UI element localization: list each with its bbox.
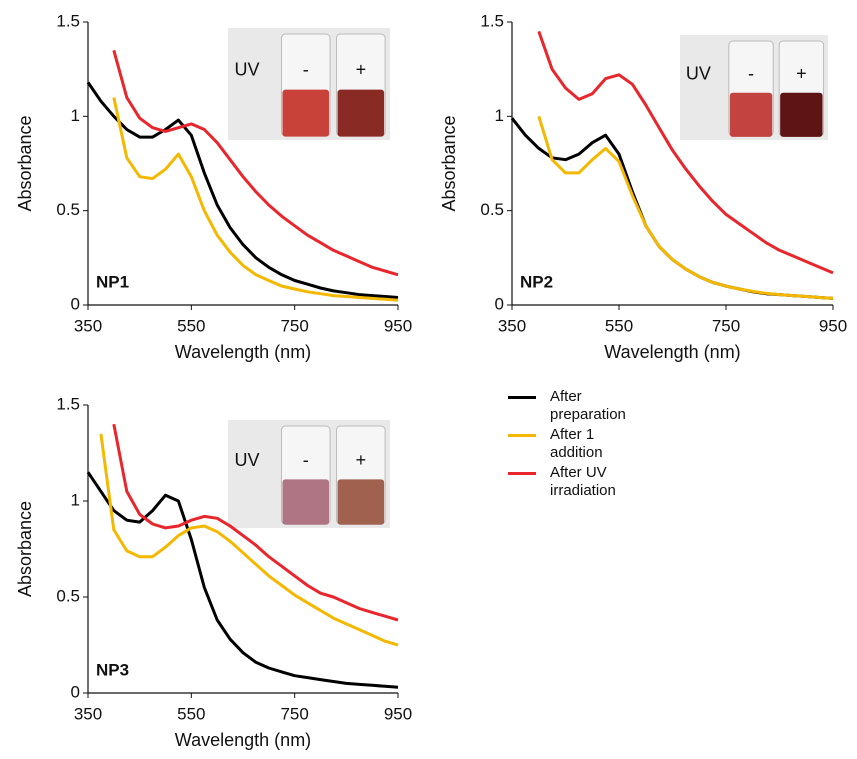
legend: After preparation After 1 addition After U… xyxy=(508,388,648,502)
x-tick-label: 750 xyxy=(712,316,740,335)
y-tick-label: 0.5 xyxy=(56,200,80,219)
inset-plus: + xyxy=(356,450,367,470)
x-tick-label: 750 xyxy=(280,316,308,335)
legend-swatch xyxy=(508,472,536,475)
y-axis-title: Absorbance xyxy=(439,115,459,211)
vial-liquid xyxy=(337,479,385,525)
series-line xyxy=(510,117,834,300)
x-axis-title: Wavelength (nm) xyxy=(175,730,311,750)
x-tick-label: 550 xyxy=(177,316,205,335)
y-tick-label: 0 xyxy=(495,294,504,313)
x-tick-label: 750 xyxy=(280,704,308,723)
x-tick-label: 550 xyxy=(605,316,633,335)
series-line xyxy=(86,81,399,299)
series-line xyxy=(537,30,834,275)
legend-swatch xyxy=(508,396,536,399)
series-line xyxy=(537,115,834,300)
x-tick-label: 950 xyxy=(819,316,847,335)
y-tick-label: 1 xyxy=(495,106,504,125)
x-tick-label: 350 xyxy=(74,704,102,723)
vial-liquid xyxy=(780,92,823,137)
x-tick-label: 350 xyxy=(498,316,526,335)
y-tick-label: 0 xyxy=(71,682,80,701)
x-tick-label: 350 xyxy=(74,316,102,335)
series-line xyxy=(112,97,399,302)
y-tick-label: 1 xyxy=(71,490,80,509)
x-tick-label: 950 xyxy=(384,704,412,723)
inset-minus: - xyxy=(303,450,309,470)
series-line xyxy=(112,423,399,622)
inset-uv: UV xyxy=(686,64,711,84)
inset-minus: - xyxy=(748,64,754,84)
y-tick-label: 0.5 xyxy=(480,200,504,219)
vial-liquid xyxy=(282,89,330,137)
y-tick-label: 0 xyxy=(71,294,80,313)
y-tick-label: 1.5 xyxy=(480,11,504,30)
inset-plus: + xyxy=(356,59,367,79)
vial-liquid xyxy=(729,92,773,137)
legend-entry: After UV irradiation xyxy=(508,464,648,500)
series-line xyxy=(86,471,399,689)
inset-uv: UV xyxy=(234,59,259,79)
series-line xyxy=(99,433,399,647)
vial-liquid xyxy=(337,89,385,137)
panel-label: NP1 xyxy=(96,272,129,291)
series-line xyxy=(112,49,399,277)
y-tick-label: 1 xyxy=(71,106,80,125)
x-tick-label: 950 xyxy=(384,316,412,335)
y-tick-label: 1.5 xyxy=(56,11,80,30)
inset-uv: UV xyxy=(234,450,259,470)
panel-label: NP3 xyxy=(96,660,129,679)
vial-liquid xyxy=(282,479,330,525)
legend-entry: After 1 addition xyxy=(508,426,648,462)
legend-entry: After preparation xyxy=(508,388,648,424)
y-axis-title: Absorbance xyxy=(15,115,35,211)
y-tick-label: 1.5 xyxy=(56,394,80,413)
legend-label: After 1 addition xyxy=(550,426,603,461)
inset-plus: + xyxy=(796,64,807,84)
x-axis-title: Wavelength (nm) xyxy=(604,342,740,362)
legend-swatch xyxy=(508,434,536,437)
x-tick-label: 550 xyxy=(177,704,205,723)
x-axis-title: Wavelength (nm) xyxy=(175,342,311,362)
inset-minus: - xyxy=(303,59,309,79)
y-tick-label: 0.5 xyxy=(56,586,80,605)
y-axis-title: Absorbance xyxy=(15,501,35,597)
legend-label: After preparation xyxy=(550,388,626,423)
panel-label: NP2 xyxy=(520,272,553,291)
legend-label: After UV irradiation xyxy=(550,464,616,499)
